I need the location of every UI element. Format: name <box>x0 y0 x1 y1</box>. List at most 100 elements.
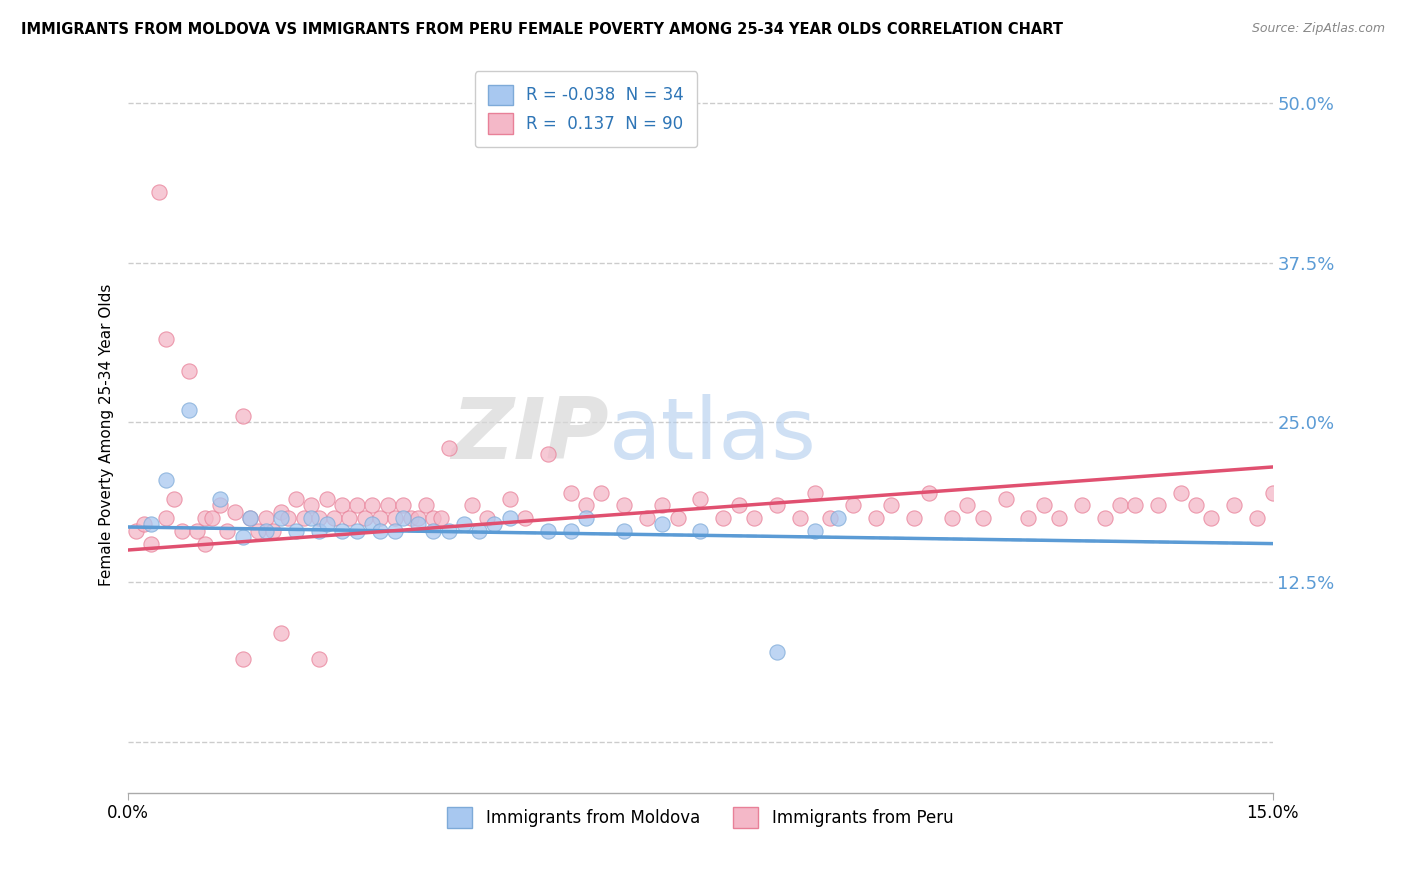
Point <box>308 651 330 665</box>
Point <box>208 498 231 512</box>
Point <box>392 498 415 512</box>
Point <box>315 491 337 506</box>
Point <box>179 364 201 378</box>
Point <box>323 511 346 525</box>
Point <box>384 511 406 525</box>
Point <box>368 524 391 538</box>
Point <box>254 511 277 525</box>
Point <box>789 511 811 525</box>
Point <box>1246 511 1268 525</box>
Point <box>842 498 865 512</box>
Point <box>246 524 269 538</box>
Point <box>201 511 224 525</box>
Point <box>224 505 246 519</box>
Point <box>765 498 787 512</box>
Point <box>155 473 177 487</box>
Point <box>1185 498 1208 512</box>
Point <box>865 511 887 525</box>
Point <box>460 498 482 512</box>
Point <box>179 402 201 417</box>
Point <box>384 524 406 538</box>
Point <box>361 498 384 512</box>
Point <box>285 491 308 506</box>
Point <box>636 511 658 525</box>
Point <box>537 524 560 538</box>
Point <box>613 498 636 512</box>
Point <box>270 505 292 519</box>
Point <box>285 524 308 538</box>
Point <box>292 511 315 525</box>
Point <box>591 485 613 500</box>
Point <box>818 511 841 525</box>
Point <box>422 524 444 538</box>
Point <box>903 511 925 525</box>
Point <box>994 491 1017 506</box>
Point <box>1261 485 1284 500</box>
Point <box>277 511 299 525</box>
Point <box>1201 511 1223 525</box>
Point <box>1170 485 1192 500</box>
Text: IMMIGRANTS FROM MOLDOVA VS IMMIGRANTS FROM PERU FEMALE POVERTY AMONG 25-34 YEAR : IMMIGRANTS FROM MOLDOVA VS IMMIGRANTS FR… <box>21 22 1063 37</box>
Point <box>613 524 636 538</box>
Point <box>315 517 337 532</box>
Point <box>941 511 963 525</box>
Point <box>330 524 353 538</box>
Point <box>239 511 262 525</box>
Point <box>651 517 673 532</box>
Point <box>232 651 254 665</box>
Point <box>186 524 208 538</box>
Point <box>254 524 277 538</box>
Point <box>437 524 460 538</box>
Point <box>498 511 520 525</box>
Point <box>575 511 598 525</box>
Point <box>498 491 520 506</box>
Point <box>132 517 155 532</box>
Point <box>406 517 429 532</box>
Point <box>468 524 491 538</box>
Point <box>1223 498 1246 512</box>
Point <box>232 409 254 423</box>
Point <box>399 511 422 525</box>
Point <box>125 524 148 538</box>
Point <box>422 511 444 525</box>
Point <box>575 498 598 512</box>
Point <box>651 498 673 512</box>
Point <box>956 498 979 512</box>
Point <box>377 498 399 512</box>
Point <box>299 511 322 525</box>
Point <box>308 524 330 538</box>
Point <box>537 447 560 461</box>
Point <box>262 524 284 538</box>
Point <box>193 536 215 550</box>
Point <box>804 524 827 538</box>
Point <box>560 485 582 500</box>
Point <box>415 498 437 512</box>
Point <box>918 485 941 500</box>
Text: ZIP: ZIP <box>451 393 609 476</box>
Point <box>270 626 292 640</box>
Point <box>208 491 231 506</box>
Point <box>689 524 711 538</box>
Point <box>430 511 453 525</box>
Point <box>1123 498 1146 512</box>
Point <box>742 511 765 525</box>
Point <box>1070 498 1092 512</box>
Point <box>330 498 353 512</box>
Point <box>139 517 162 532</box>
Point <box>239 511 262 525</box>
Point <box>299 498 322 512</box>
Point <box>232 530 254 544</box>
Y-axis label: Female Poverty Among 25-34 Year Olds: Female Poverty Among 25-34 Year Olds <box>100 284 114 586</box>
Point <box>308 511 330 525</box>
Point <box>139 536 162 550</box>
Point <box>765 645 787 659</box>
Point <box>1094 511 1116 525</box>
Point <box>217 524 239 538</box>
Point <box>406 511 429 525</box>
Point <box>666 511 689 525</box>
Text: atlas: atlas <box>609 393 817 476</box>
Point <box>475 511 498 525</box>
Legend: Immigrants from Moldova, Immigrants from Peru: Immigrants from Moldova, Immigrants from… <box>441 801 960 834</box>
Point <box>880 498 903 512</box>
Point <box>711 511 734 525</box>
